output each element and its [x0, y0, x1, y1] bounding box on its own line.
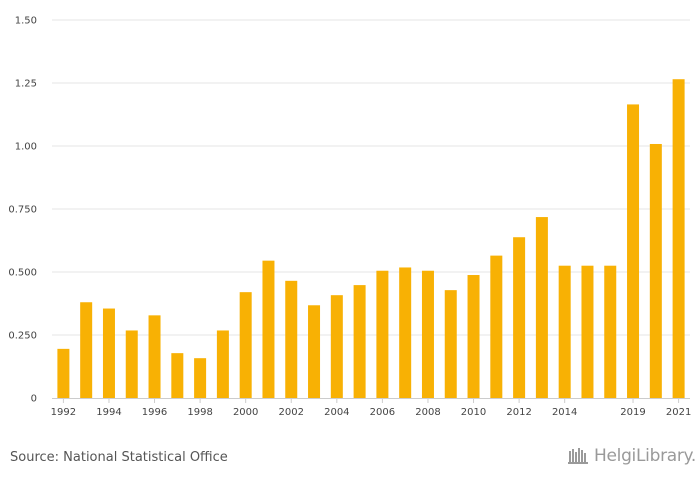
bar-2019 — [627, 104, 640, 399]
y-tick-label: 0.500 — [8, 268, 37, 279]
x-axis-ticks: 1992 1994 1996 1998 2000 2002 2004 2006 2008 2010… — [51, 398, 691, 418]
bar-2013 — [535, 217, 548, 398]
y-tick-label: 1.50 — [15, 16, 37, 27]
x-tick-label: 2019 — [620, 407, 645, 418]
bar-1994 — [102, 308, 115, 398]
logo-text: HelgiLibrary. — [594, 446, 697, 466]
bar-2009 — [444, 290, 457, 398]
x-tick-label: 2021 — [666, 407, 691, 418]
x-tick-label: 2008 — [415, 407, 440, 418]
bar-1999 — [216, 330, 229, 398]
bar-1992 — [57, 348, 70, 398]
bar-2000 — [239, 292, 252, 398]
bar-2020 — [649, 143, 662, 398]
bar-2002 — [285, 280, 298, 398]
bar-2006 — [376, 270, 389, 398]
bar-2010 — [467, 275, 480, 398]
bar-2007 — [399, 267, 412, 398]
library-books-icon — [568, 448, 588, 464]
x-tick-label: 1992 — [51, 407, 76, 418]
x-tick-label: 2000 — [233, 407, 258, 418]
source-note: Source: National Statistical Office — [10, 450, 228, 465]
helgi-library-logo: HelgiLibrary. — [568, 446, 696, 466]
y-tick-label: 0.250 — [8, 331, 37, 342]
y-axis-ticks: 0 0.250 0.500 0.750 1.00 1.25 1.50 — [8, 16, 37, 405]
bar-2005 — [353, 285, 366, 398]
bar-2012 — [513, 237, 526, 398]
bar-1996 — [148, 315, 161, 398]
x-tick-label: 2012 — [506, 407, 531, 418]
x-tick-label: 2004 — [324, 407, 349, 418]
y-tick-label: 0 — [31, 394, 37, 405]
bar-1995 — [125, 330, 138, 398]
bar-1993 — [80, 302, 93, 398]
x-tick-label: 1996 — [142, 407, 167, 418]
bar-2021 — [672, 79, 685, 398]
x-tick-label: 2006 — [370, 407, 395, 418]
bar-2003 — [308, 305, 321, 398]
bar-2014 — [558, 265, 571, 398]
bar-2016 — [604, 265, 617, 398]
bar-1997 — [171, 353, 184, 398]
bar-2015 — [581, 265, 594, 398]
x-tick-label: 2014 — [552, 407, 577, 418]
x-tick-label: 1998 — [187, 407, 212, 418]
x-tick-label: 1994 — [96, 407, 121, 418]
y-tick-label: 1.00 — [15, 142, 37, 153]
x-tick-label: 2002 — [279, 407, 304, 418]
y-tick-label: 1.25 — [15, 79, 37, 90]
bars — [57, 79, 685, 399]
bar-2008 — [421, 270, 434, 398]
x-tick-label: 2010 — [461, 407, 486, 418]
bar-2004 — [330, 295, 343, 398]
bar-2011 — [490, 255, 503, 398]
y-tick-label: 0.750 — [8, 205, 37, 216]
bar-2001 — [262, 260, 275, 398]
bar-1998 — [194, 358, 207, 398]
grid-lines — [52, 19, 690, 336]
